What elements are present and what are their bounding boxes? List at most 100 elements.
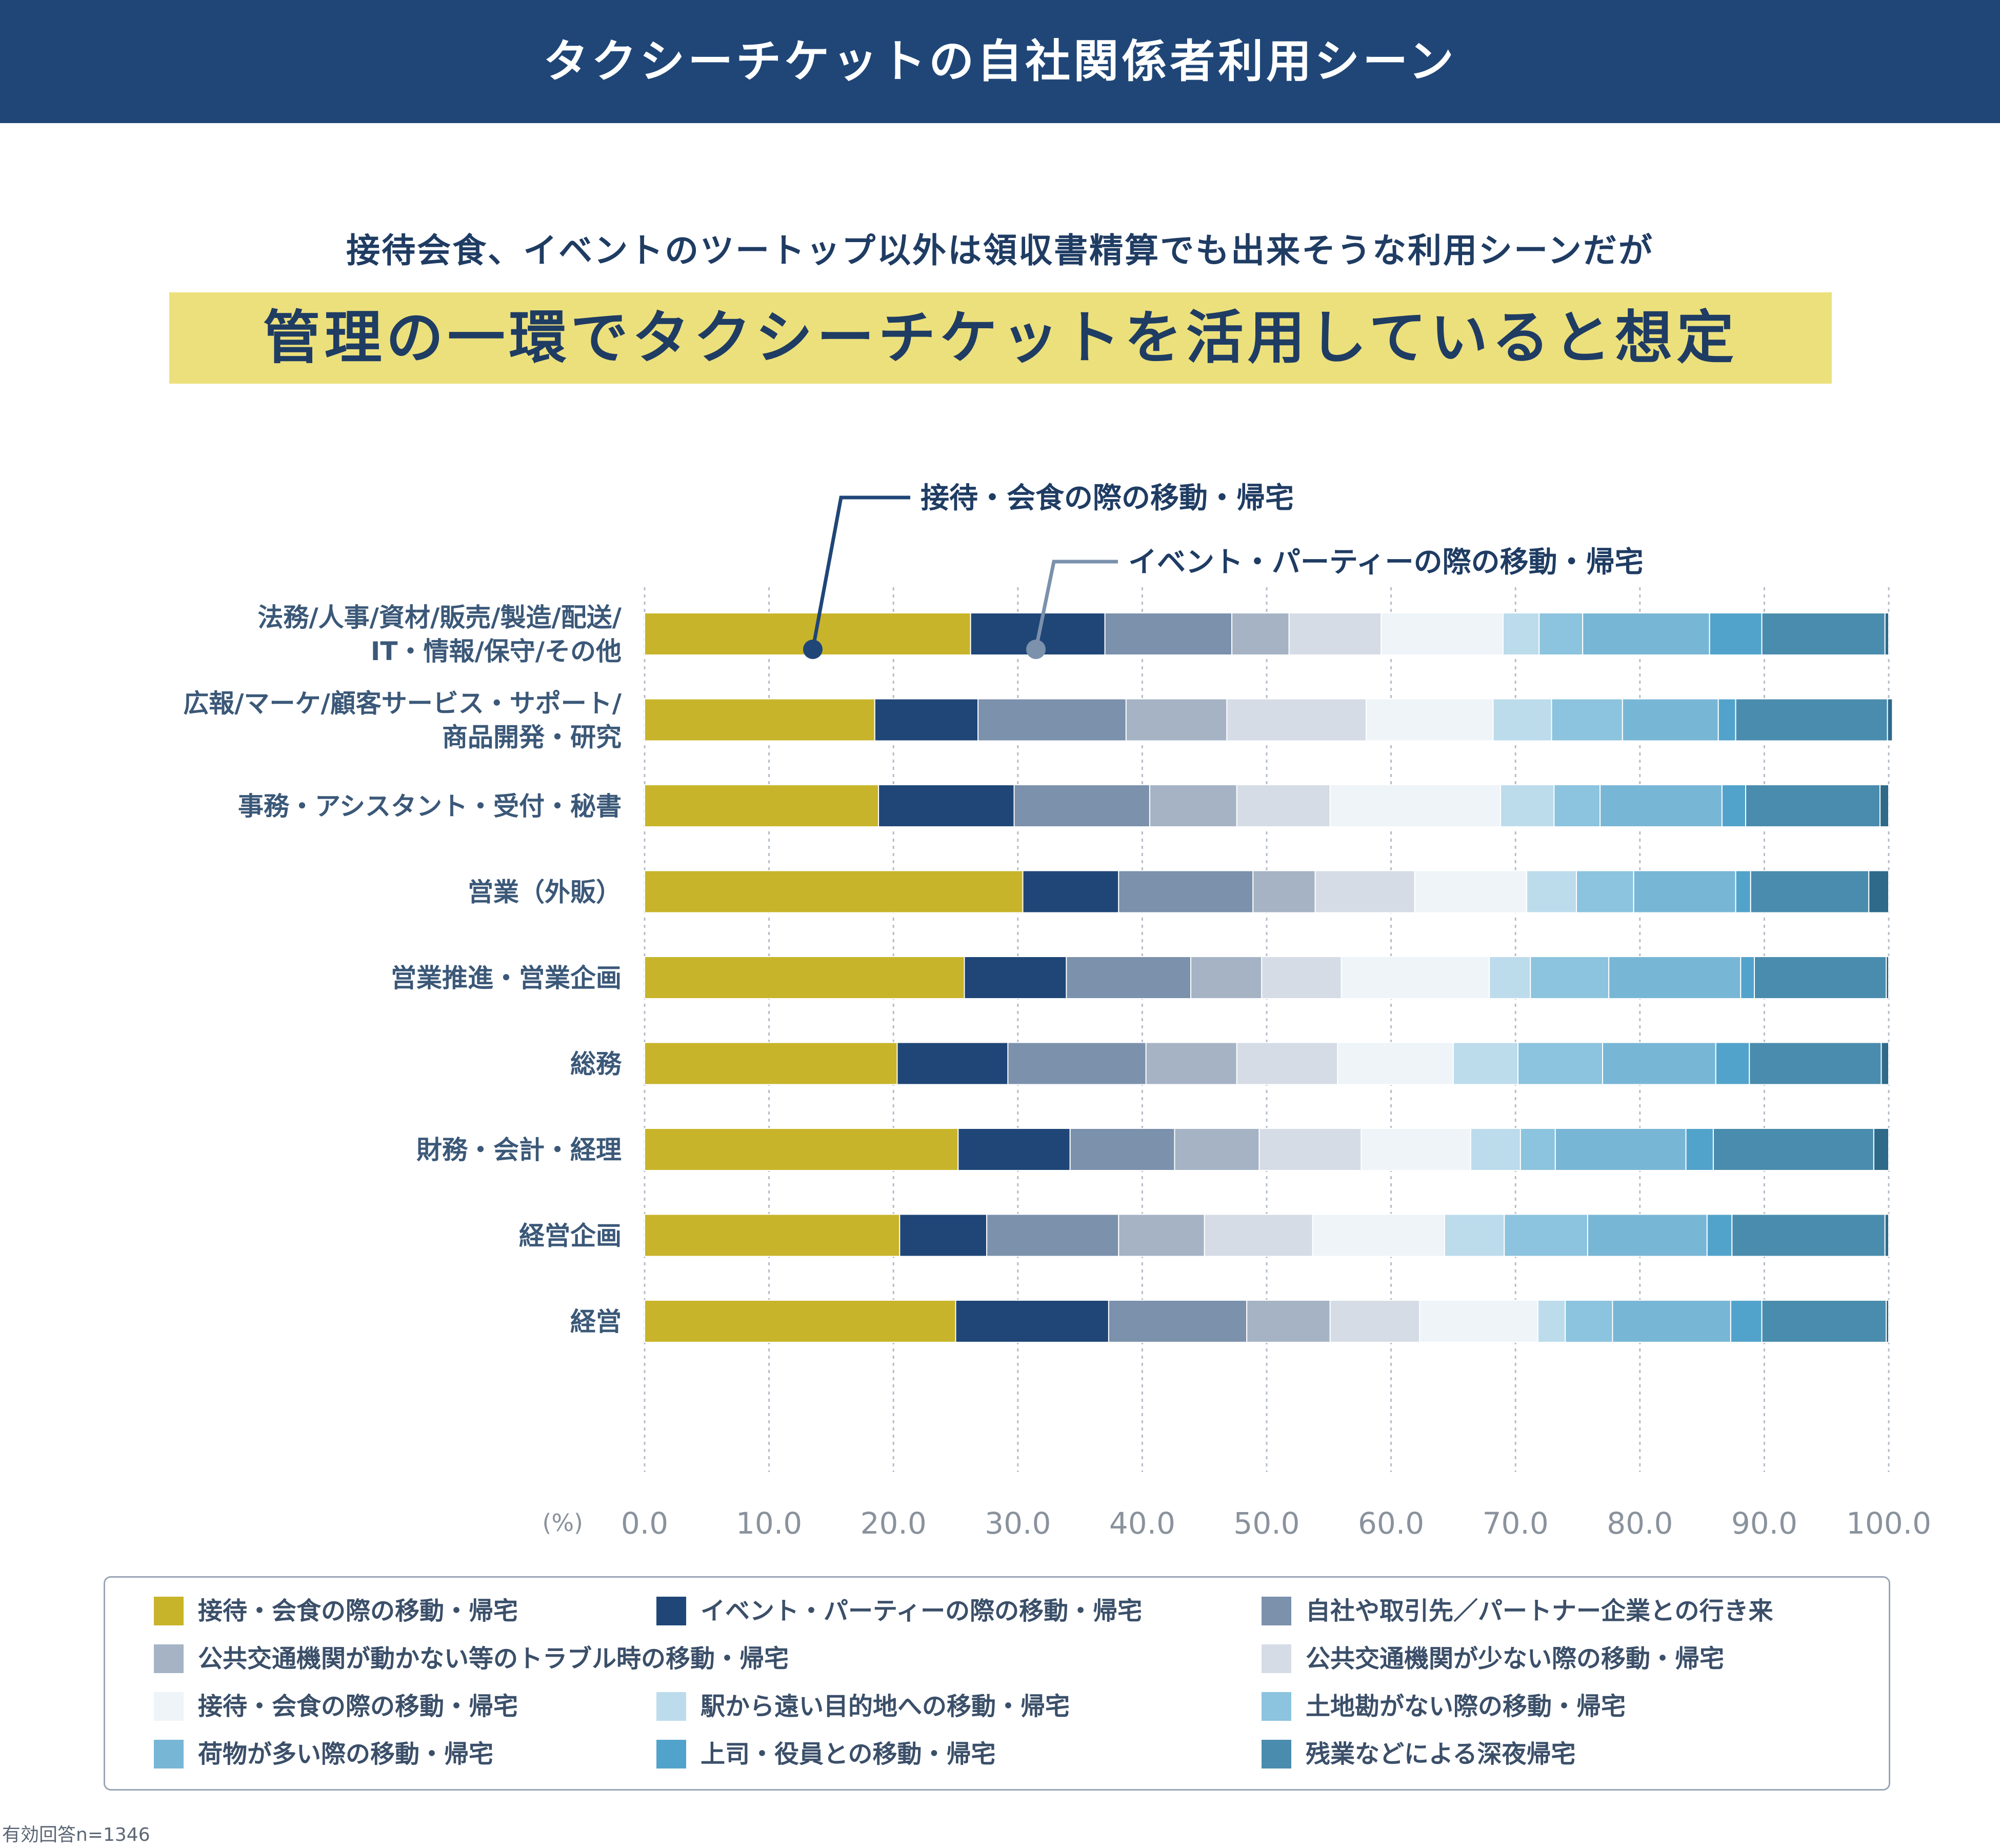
bar-segment (1329, 784, 1502, 827)
bar-segment (1587, 1214, 1708, 1257)
bar-segment (1504, 1214, 1588, 1257)
x-tick-label: 60.0 (1358, 1506, 1424, 1541)
bars (644, 612, 1893, 1343)
bar-segment (1709, 612, 1763, 655)
bar-segment (1576, 870, 1634, 913)
bar-segment (1145, 1042, 1237, 1085)
legend-swatch (154, 1740, 184, 1768)
bar-segment (1312, 1214, 1445, 1257)
bar-segment (1749, 1042, 1882, 1085)
bar-segment (1314, 870, 1415, 913)
bar-segment (1007, 1042, 1147, 1085)
bar-segment (1204, 1214, 1313, 1257)
bar-segment (1174, 1128, 1260, 1171)
axis-unit-label: (%) (542, 1509, 583, 1537)
legend-swatch (1262, 1692, 1291, 1721)
bar-segment (1530, 956, 1610, 999)
callout-line-2 (1034, 560, 1118, 650)
bar-segment (1489, 956, 1531, 999)
bar-segment (1868, 870, 1890, 913)
legend-label: 公共交通機関が少ない際の移動・帰宅 (1306, 1644, 1725, 1673)
bar-segment (1717, 698, 1736, 742)
legend-swatch (154, 1597, 184, 1625)
subtitle: 接待会食、イベントのツートップ以外は領収書精算でも出来そうな利用シーンだが (346, 231, 1654, 270)
bar-segment (1761, 612, 1886, 655)
bar-segment (1104, 612, 1233, 655)
bar-segment (899, 1214, 988, 1257)
bar-segment (1258, 1128, 1362, 1171)
category-label: 経営企画 (519, 1221, 622, 1251)
bar-segment (986, 1214, 1119, 1257)
legend-swatch (1262, 1597, 1291, 1625)
legend-swatch (1262, 1644, 1291, 1673)
callout-line-1 (811, 495, 910, 650)
category-label: 事務・アシスタント・受付・秘書 (238, 791, 622, 821)
legend-swatch (1262, 1740, 1291, 1768)
bar-segment (1118, 870, 1254, 913)
bar-segment (1582, 612, 1710, 655)
legend: 接待・会食の際の移動・帰宅 イベント・パーティーの際の移動・帰宅 自社や取引先／パー… (104, 1576, 1890, 1791)
bar-segment (878, 784, 1015, 827)
bar-segment (1526, 870, 1577, 913)
bar-segment (1022, 870, 1119, 913)
bar-segment (1444, 1214, 1505, 1257)
bar-segment (1715, 1042, 1750, 1085)
legend-label: 残業などによる深夜帰宅 (1306, 1740, 1576, 1768)
legend-swatch (154, 1692, 184, 1721)
bar-segment (1366, 698, 1494, 742)
x-tick-label: 0.0 (621, 1506, 668, 1541)
bar-segment (1519, 1128, 1556, 1171)
bar-segment (1329, 1300, 1421, 1343)
bar-segment (1066, 956, 1192, 999)
x-tick-label: 80.0 (1607, 1506, 1673, 1541)
bar-segment (955, 1300, 1109, 1343)
legend-label: 上司・役員との移動・帰宅 (701, 1740, 996, 1768)
legend-label: 土地勘がない際の移動・帰宅 (1306, 1692, 1626, 1721)
headline-band (169, 292, 1832, 384)
bar-segment (1470, 1128, 1521, 1171)
category-label: 財務・会計・経理 (416, 1135, 622, 1165)
bar-segment (1246, 1300, 1331, 1343)
bar-segment (1236, 1042, 1338, 1085)
page-title: タクシーチケットの自社関係者利用シーン (543, 35, 1457, 88)
bar-segment (1712, 1128, 1874, 1171)
bar-segment (1288, 612, 1382, 655)
stacked-bar-chart: 法務/人事/資材/販売/製造/配送/IT・情報/保守/その他広報/マーケ/顧客サ… (183, 482, 1931, 1541)
bar-segment (1500, 784, 1555, 827)
bar-segment (1887, 698, 1893, 742)
header-bar (0, 0, 2000, 123)
callout-label-2: イベント・パーティーの際の移動・帰宅 (1128, 546, 1644, 579)
bar-segment (1226, 698, 1367, 742)
bar-segment (644, 1300, 956, 1343)
category-label: 法務/人事/資材/販売/製造/配送/ (257, 603, 622, 632)
legend-label: 荷物が多い際の移動・帰宅 (198, 1740, 494, 1768)
bar-segment (957, 1128, 1071, 1171)
legend-label: 自社や取引先／パートナー企業との行き来 (1306, 1597, 1773, 1625)
bar-segment (1414, 870, 1528, 913)
legend-swatch (656, 1740, 686, 1768)
callout-dot-1 (803, 640, 823, 659)
category-label: 経営 (570, 1307, 622, 1337)
bar-segment (644, 956, 965, 999)
x-tick-label: 90.0 (1731, 1506, 1797, 1541)
bar-segment (644, 1042, 898, 1085)
bar-segment (1706, 1214, 1733, 1257)
bar-segment (1881, 1042, 1890, 1085)
legend-label: 接待・会食の際の移動・帰宅 (198, 1597, 518, 1625)
bar-segment (1381, 612, 1504, 655)
x-tick-label: 100.0 (1846, 1506, 1931, 1541)
bar-segment (1452, 1042, 1519, 1085)
bar-segment (1622, 698, 1719, 742)
legend-label: イベント・パーティーの際の移動・帰宅 (701, 1597, 1143, 1625)
bar-segment (1731, 1214, 1886, 1257)
x-tick-label: 20.0 (861, 1506, 927, 1541)
category-label: 広報/マーケ/顧客サービス・サポート/ (183, 689, 622, 719)
bar-segment (1538, 612, 1584, 655)
bar-segment (1361, 1128, 1471, 1171)
bar-segment (1231, 612, 1290, 655)
legend-swatch (656, 1597, 686, 1625)
x-tick-label: 50.0 (1233, 1506, 1299, 1541)
bar-segment (1685, 1128, 1714, 1171)
bar-segment (1502, 612, 1540, 655)
bar-segment (1608, 956, 1742, 999)
